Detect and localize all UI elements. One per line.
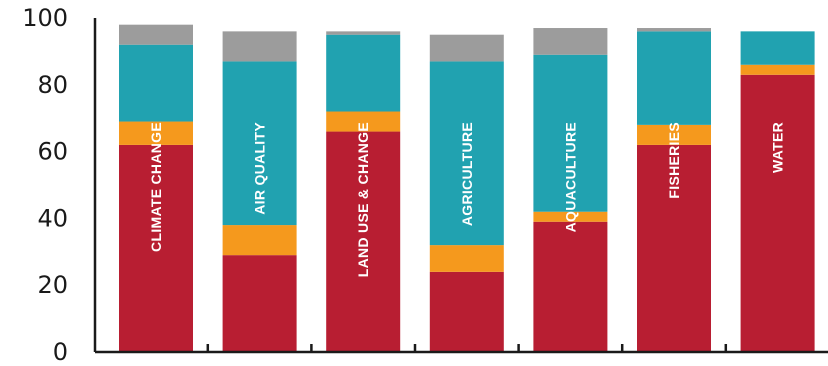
bar-segment [119,144,193,352]
category-label: AQUACULTURE [562,122,578,232]
category-label: AGRICULTURE [459,122,475,226]
bar-segment [222,61,297,226]
bar-segment [429,61,504,246]
category-label: CLIMATE CHANGE [148,122,164,252]
bar-segment [740,64,815,75]
bar-segment [119,44,193,122]
bars [119,24,815,352]
bar-segment [637,31,711,125]
bar-segment [119,24,193,45]
y-axis: 0 20 40 60 80 100 [22,4,68,366]
bar-segment [222,225,297,256]
bar-segment [637,144,711,352]
bar-segment [222,255,297,352]
bar-segment [326,34,401,112]
bar-segment [429,34,504,62]
bar-segment [533,54,608,212]
y-tick-label: 80 [37,71,68,99]
y-tick-label: 100 [22,4,68,32]
bar-segment [326,31,401,35]
bar-segment [326,111,401,132]
bar-segment [222,31,297,62]
y-tick-label: 20 [37,271,68,299]
category-labels: CLIMATE CHANGE AIR QUALITY LAND USE & CHAN… [148,122,786,278]
y-tick-label: 40 [37,204,68,232]
bar-segment [533,28,608,55]
bar-segment [119,121,193,145]
bar-segment [637,124,711,145]
x-axis-ticks [206,344,728,352]
category-label: FISHERIES [666,122,682,199]
y-tick-label: 0 [53,338,68,366]
bar-segment [637,28,711,32]
bar-segment [326,131,401,352]
category-label: WATER [770,122,786,173]
bar-segment [740,74,815,352]
bar-segment [533,211,608,222]
category-label: AIR QUALITY [252,122,268,215]
category-label: LAND USE & CHANGE [355,122,371,277]
y-tick-label: 60 [37,138,68,166]
bar-segment [740,31,815,65]
bar-segment [429,271,504,352]
bar-segment [429,245,504,272]
bar-segment [533,221,608,352]
